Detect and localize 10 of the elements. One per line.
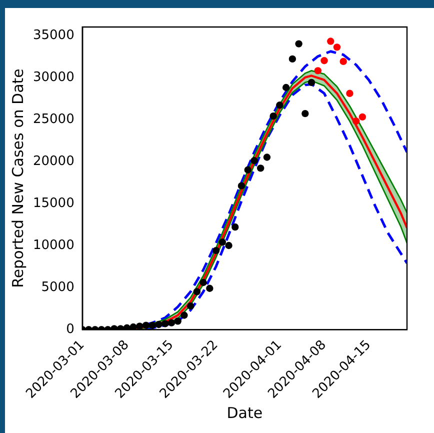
- y-axis-title: Reported New Cases on Date: [8, 68, 27, 288]
- y-tick-label: 5000: [41, 280, 74, 295]
- y-tick-label: 25000: [32, 112, 74, 127]
- y-tick-label: 35000: [32, 28, 74, 43]
- y-tick-label: 15000: [32, 196, 74, 211]
- y-tick-label: 10000: [32, 238, 74, 253]
- y-tick-label: 0: [66, 322, 74, 337]
- y-tick-label: 20000: [32, 154, 74, 169]
- x-axis-title: Date: [226, 404, 263, 422]
- y-tick-label: 30000: [32, 70, 74, 85]
